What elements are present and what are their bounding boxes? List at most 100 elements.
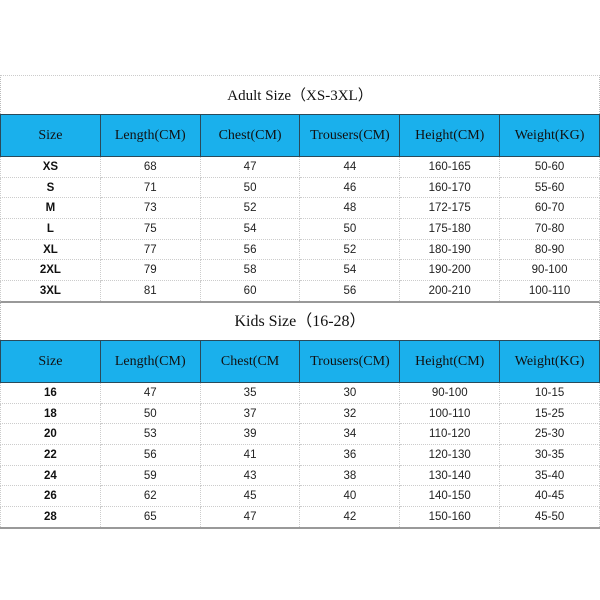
table-row: 24 59 43 38 130-140 35-40	[0, 464, 600, 487]
table-cell: 15-25	[499, 402, 600, 425]
table-cell: 180-190	[399, 238, 501, 261]
table-cell: 58	[199, 259, 301, 282]
table-cell: 150-160	[399, 506, 501, 529]
table-cell: 50-60	[499, 156, 600, 178]
table-row: S 71 50 46 160-170 55-60	[0, 176, 600, 199]
table-cell: 22	[0, 444, 101, 466]
table-cell: L	[0, 218, 101, 240]
column-header: Size	[0, 340, 101, 383]
table-cell: 50	[199, 176, 301, 199]
table-cell: 37	[199, 402, 301, 425]
table-cell: 40-45	[499, 485, 600, 508]
table-row: 16 47 35 30 90-100 10-15	[0, 382, 600, 404]
adult-size-title: Adult Size（XS-3XL）	[0, 75, 600, 114]
table-cell: 52	[199, 197, 301, 220]
table-cell: 110-120	[399, 423, 501, 446]
header-row: Size Length(CM) Chest(CM Trousers(CM) Height…	[0, 340, 600, 383]
table-row: XL 77 56 52 180-190 80-90	[0, 238, 600, 261]
table-row: 2XL 79 58 54 190-200 90-100	[0, 259, 600, 282]
column-header: Weight(KG)	[499, 340, 600, 383]
table-cell: 90-100	[499, 259, 600, 282]
table-cell: 62	[99, 485, 201, 508]
table-cell: 100-110	[499, 280, 600, 303]
table-cell: 60-70	[499, 197, 600, 220]
table-cell: 24	[0, 464, 101, 487]
table-cell: 44	[299, 156, 401, 178]
table-row: M 73 52 48 172-175 60-70	[0, 197, 600, 220]
table-cell: 71	[99, 176, 201, 199]
table-cell: 90-100	[399, 382, 501, 404]
table-cell: 160-170	[399, 176, 501, 199]
table-cell: S	[0, 176, 101, 199]
table-row: 26 62 45 40 140-150 40-45	[0, 485, 600, 508]
table-row: 20 53 39 34 110-120 25-30	[0, 423, 600, 446]
table-row: 3XL 81 60 56 200-210 100-110	[0, 280, 600, 303]
column-header: Size	[0, 114, 101, 157]
table-cell: 34	[299, 423, 401, 446]
table-cell: XL	[0, 238, 101, 261]
column-header: Height(CM)	[399, 114, 501, 157]
table-row: XS 68 47 44 160-165 50-60	[0, 156, 600, 178]
table-cell: 190-200	[399, 259, 501, 282]
table-cell: 55-60	[499, 176, 600, 199]
table-row: L 75 54 50 175-180 70-80	[0, 218, 600, 240]
table-cell: 18	[0, 402, 101, 425]
kids-size-title: Kids Size（16-28）	[0, 300, 600, 340]
table-cell: 39	[199, 423, 301, 446]
column-header: Length(CM)	[99, 340, 201, 383]
table-cell: 54	[199, 218, 301, 240]
kids-size-table: Size Length(CM) Chest(CM Trousers(CM) Height…	[0, 340, 600, 529]
table-cell: 36	[299, 444, 401, 466]
table-cell: 68	[99, 156, 201, 178]
column-header: Height(CM)	[399, 340, 501, 383]
table-cell: 45-50	[499, 506, 600, 529]
table-row: 18 50 37 32 100-110 15-25	[0, 402, 600, 425]
table-cell: 16	[0, 382, 101, 404]
table-cell: 35	[199, 382, 301, 404]
table-cell: 130-140	[399, 464, 501, 487]
table-cell: 52	[299, 238, 401, 261]
table-row: 22 56 41 36 120-130 30-35	[0, 444, 600, 466]
adult-size-table: Size Length(CM) Chest(CM) Trousers(CM) Heigh…	[0, 114, 600, 303]
table-cell: 47	[199, 156, 301, 178]
table-cell: 26	[0, 485, 101, 508]
table-cell: 80-90	[499, 238, 600, 261]
table-cell: 10-15	[499, 382, 600, 404]
table-cell: 42	[299, 506, 401, 529]
table-cell: 30-35	[499, 444, 600, 466]
table-cell: 70-80	[499, 218, 600, 240]
table-cell: 28	[0, 506, 101, 529]
table-cell: 50	[99, 402, 201, 425]
table-cell: 160-165	[399, 156, 501, 178]
table-cell: XS	[0, 156, 101, 178]
table-cell: 38	[299, 464, 401, 487]
table-cell: 140-150	[399, 485, 501, 508]
table-cell: 56	[199, 238, 301, 261]
table-cell: 75	[99, 218, 201, 240]
table-cell: 120-130	[399, 444, 501, 466]
table-cell: 56	[299, 280, 401, 303]
table-cell: 3XL	[0, 280, 101, 303]
column-header: Trousers(CM)	[299, 340, 401, 383]
table-cell: 73	[99, 197, 201, 220]
table-cell: 100-110	[399, 402, 501, 425]
table-cell: 43	[199, 464, 301, 487]
table-cell: 172-175	[399, 197, 501, 220]
table-cell: 77	[99, 238, 201, 261]
table-cell: 41	[199, 444, 301, 466]
table-cell: 47	[99, 382, 201, 404]
table-cell: M	[0, 197, 101, 220]
column-header: Trousers(CM)	[299, 114, 401, 157]
header-row: Size Length(CM) Chest(CM) Trousers(CM) Heigh…	[0, 114, 600, 157]
table-cell: 59	[99, 464, 201, 487]
table-cell: 40	[299, 485, 401, 508]
column-header: Chest(CM)	[199, 114, 301, 157]
table-cell: 79	[99, 259, 201, 282]
table-row: 28 65 47 42 150-160 45-50	[0, 506, 600, 529]
table-cell: 81	[99, 280, 201, 303]
column-header: Chest(CM	[199, 340, 301, 383]
column-header: Weight(KG)	[499, 114, 600, 157]
table-cell: 54	[299, 259, 401, 282]
table-cell: 30	[299, 382, 401, 404]
table-cell: 47	[199, 506, 301, 529]
